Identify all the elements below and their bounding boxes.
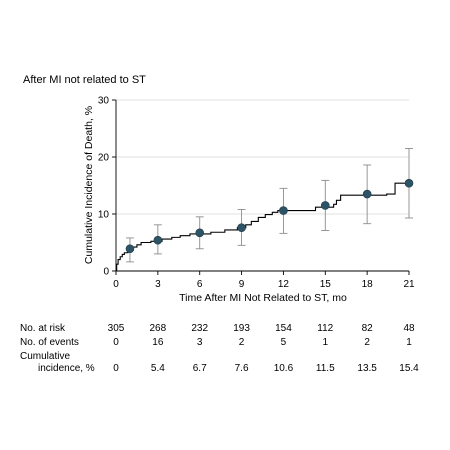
x-tick-label: 0: [113, 279, 119, 290]
table-cell: 5.4: [151, 363, 165, 374]
data-point: [125, 244, 135, 254]
x-tick-label: 12: [278, 279, 290, 290]
table-cell: 154: [275, 323, 292, 334]
table-cell: 11.5: [316, 363, 335, 374]
gridlines: [116, 99, 409, 215]
x-tick-label: 6: [197, 279, 203, 290]
table-cell: 2: [364, 337, 370, 348]
table-cell: 0: [113, 363, 119, 374]
data-point: [404, 178, 414, 188]
x-tick-label: 15: [320, 279, 332, 290]
x-tick-label: 21: [403, 279, 415, 290]
y-tick-label: 10: [98, 210, 110, 221]
y-tick-label: 0: [103, 267, 109, 278]
data-point: [362, 189, 372, 199]
table-cell: 6.7: [193, 363, 207, 374]
table-cell: 7.6: [235, 363, 249, 374]
x-axis-title: Time After MI Not Related to ST, mo: [179, 292, 347, 304]
table-cell: 48: [403, 323, 415, 334]
table-cell: 2: [239, 337, 245, 348]
table-cell: 193: [233, 323, 250, 334]
table-row-label: No. at risk: [20, 323, 66, 334]
table-cell: 0: [113, 337, 119, 348]
y-tick-label: 20: [98, 153, 110, 164]
table-cell: 82: [362, 323, 374, 334]
data-point: [195, 228, 205, 238]
y-tick-label: 30: [98, 96, 110, 107]
table-cell: 3: [197, 337, 203, 348]
axes: 0 10 20 30 0 3 6 9 12 15 18 21: [98, 96, 415, 291]
table-cell: 13.5: [357, 363, 377, 374]
table-cell: 10.6: [274, 363, 294, 374]
data-point: [237, 223, 246, 232]
data-point: [153, 235, 163, 245]
table-cell: 112: [317, 323, 333, 334]
x-tick-label: 3: [155, 279, 161, 290]
table-cell: 15.4: [399, 363, 419, 374]
table-row-label: No. of events: [20, 337, 79, 348]
table-cell: 232: [191, 323, 208, 334]
table-cell: 1: [323, 337, 329, 348]
table-row-label: incidence, %: [38, 363, 95, 374]
table-cell: 5: [281, 337, 287, 348]
table-cell: 1: [406, 337, 412, 348]
data-point: [279, 206, 288, 215]
table-cell: 305: [108, 323, 125, 334]
panel-title: After MI not related to ST: [23, 74, 146, 86]
data-point: [320, 201, 330, 210]
table-cell: 268: [150, 323, 167, 334]
x-tick-label: 18: [362, 279, 374, 290]
data-points-layer: [125, 147, 414, 263]
y-axis-title: Cumulative Incidence of Death, %: [83, 106, 95, 264]
x-tick-label: 9: [239, 279, 245, 290]
table-row-label: Cumulative: [20, 351, 70, 362]
table-cell: 16: [152, 337, 164, 348]
